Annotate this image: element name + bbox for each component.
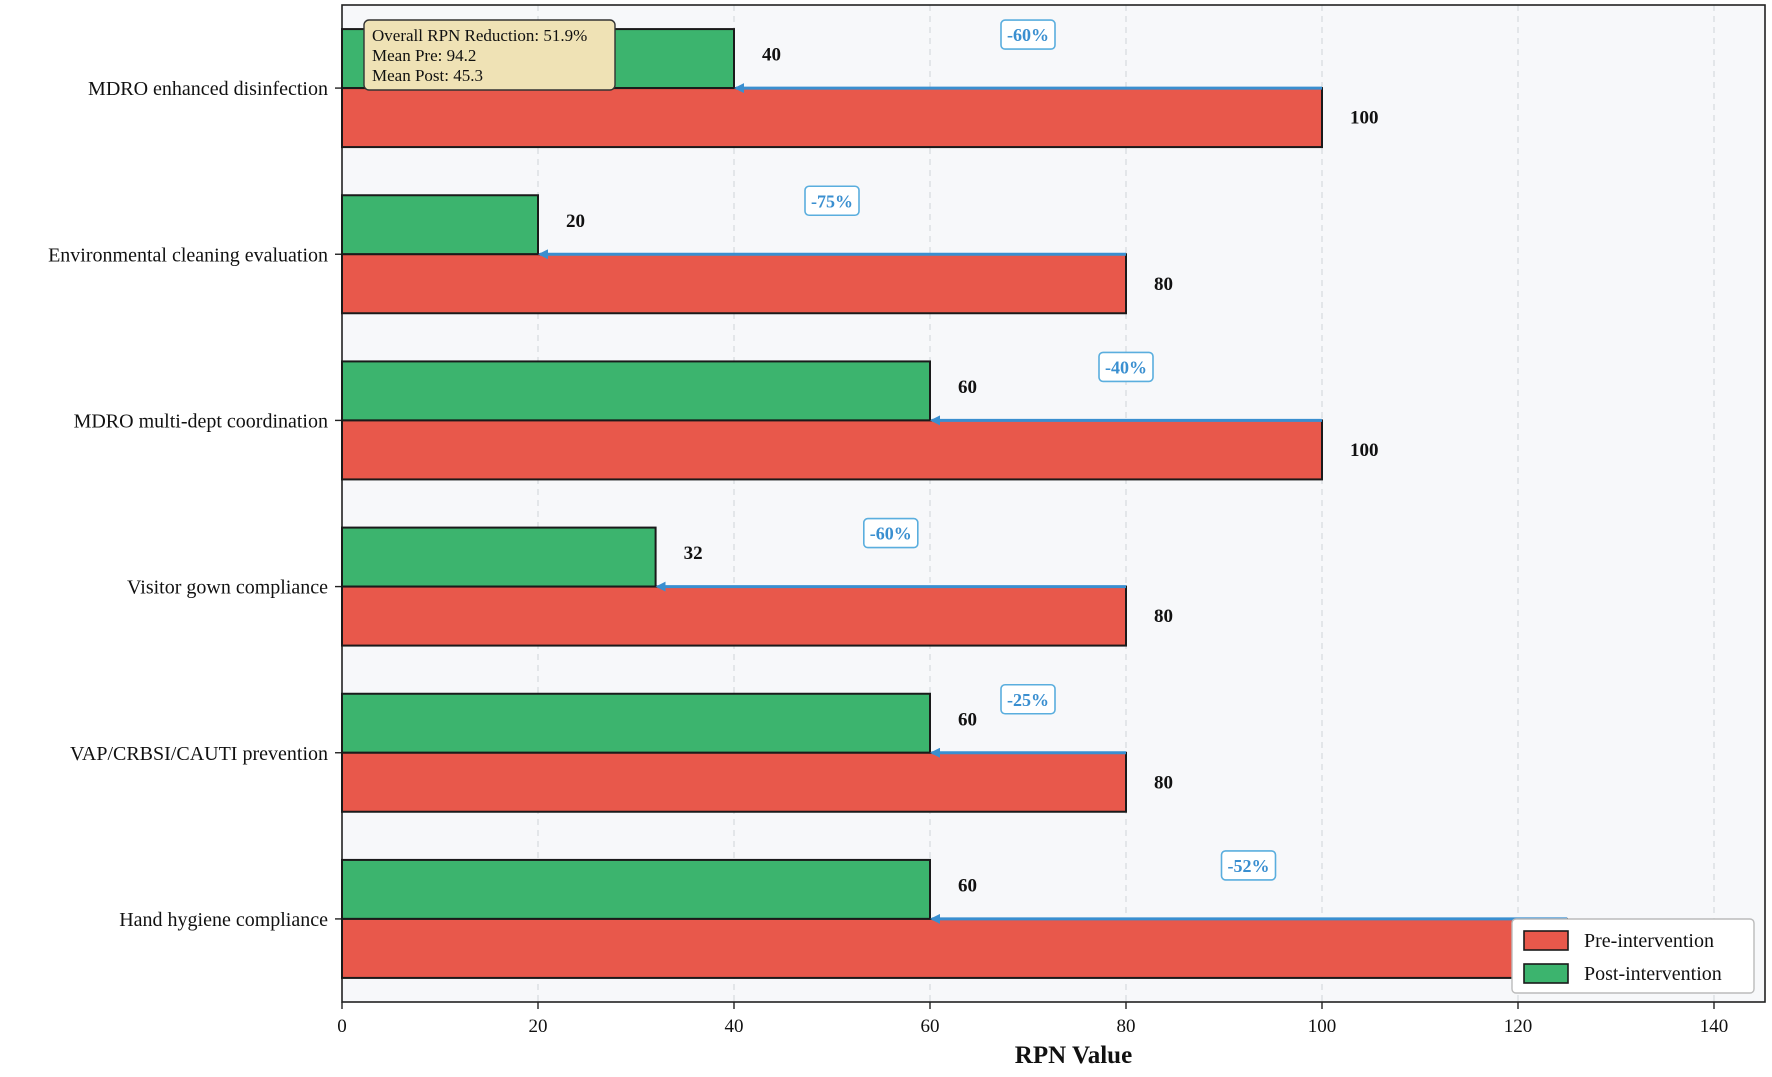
plot-frame	[341, 4, 1766, 1003]
legend-swatch	[1523, 963, 1569, 984]
pre-value-label: 80	[1154, 772, 1173, 793]
legend-label: Pre-intervention	[1584, 930, 1714, 952]
reduction-label: -52%	[1228, 856, 1270, 876]
pre-bar	[341, 87, 1323, 149]
category-label: Hand hygiene compliance	[119, 909, 328, 931]
category-label: VAP/CRBSI/CAUTI prevention	[70, 743, 328, 765]
plot-background	[342, 5, 1765, 1002]
legend-swatch	[1523, 930, 1569, 951]
reduction-label-box	[804, 185, 860, 217]
summary-line: Mean Post: 45.3	[372, 66, 483, 85]
reduction-label-box	[1000, 19, 1056, 50]
category-label: MDRO multi-dept coordination	[74, 410, 328, 432]
post-bar	[341, 692, 931, 754]
pre-bar	[341, 585, 1127, 647]
x-tick-label: 20	[529, 1016, 548, 1037]
reduction-label-box	[1220, 850, 1277, 881]
post-value-label: 40	[762, 45, 781, 66]
pre-value-label: 100	[1350, 108, 1379, 129]
reduction-label: -75%	[811, 191, 853, 211]
post-value-label: 20	[566, 211, 585, 232]
post-value-label: 60	[958, 377, 977, 398]
x-axis-title: RPN Value	[1015, 1042, 1132, 1069]
pre-value-label: 100	[1350, 440, 1379, 461]
summary-box	[363, 19, 616, 91]
post-value-label: 60	[958, 875, 977, 896]
reduction-label: -60%	[870, 524, 912, 544]
x-tick-label: 100	[1308, 1016, 1337, 1037]
category-label: Environmental cleaning evaluation	[48, 244, 328, 266]
x-tick-label: 60	[921, 1016, 940, 1037]
reduction-label: -60%	[1007, 25, 1049, 45]
pre-bar	[341, 253, 1127, 315]
reduction-label: -25%	[1007, 690, 1049, 710]
x-tick-label: 40	[725, 1016, 744, 1037]
summary-line: Overall RPN Reduction: 51.9%	[372, 26, 587, 45]
legend-box	[1511, 918, 1755, 994]
reduction-label-box	[1000, 683, 1056, 715]
post-bar	[341, 360, 931, 422]
post-bar	[341, 858, 931, 920]
x-tick-label: 140	[1700, 1016, 1729, 1037]
reduction-label-box	[1098, 351, 1154, 383]
legend-label: Post-intervention	[1584, 963, 1722, 985]
post-value-label: 60	[958, 709, 977, 730]
x-tick-label: 120	[1504, 1016, 1533, 1037]
pre-bar	[341, 419, 1323, 481]
x-tick-label: 80	[1117, 1016, 1136, 1037]
post-bar	[341, 194, 539, 256]
reduction-label-box	[862, 517, 919, 549]
pre-value-label: 80	[1154, 274, 1173, 295]
pre-value-label: 80	[1154, 606, 1173, 627]
post-value-label: 32	[684, 543, 703, 564]
pre-bar	[341, 917, 1568, 979]
category-label: Visitor gown compliance	[127, 577, 328, 599]
post-bar	[341, 526, 657, 588]
pre-bar	[341, 751, 1127, 813]
category-label: MDRO enhanced disinfection	[88, 78, 328, 100]
reduction-label: -40%	[1105, 357, 1147, 377]
x-tick-label: 0	[337, 1016, 347, 1037]
summary-line: Mean Pre: 94.2	[372, 46, 476, 65]
